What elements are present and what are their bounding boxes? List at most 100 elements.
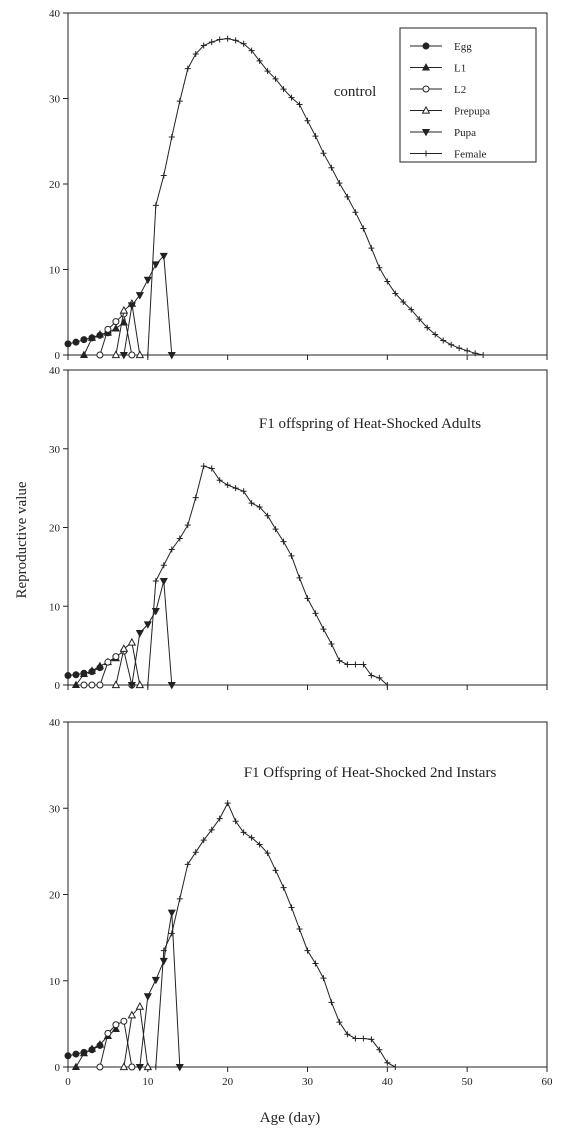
y-tick-label: 40	[49, 8, 61, 20]
data-point-female	[384, 682, 391, 688]
data-point-pupa	[119, 351, 128, 360]
data-point-l1	[87, 333, 97, 341]
data-point-female	[264, 850, 271, 857]
legend-entry-pupa: Pupa	[410, 127, 476, 139]
data-point-female	[320, 150, 327, 157]
data-point-female	[200, 42, 207, 49]
x-tick-label: 10	[142, 1076, 154, 1088]
data-point-female	[160, 562, 167, 569]
panel-title: control	[334, 84, 377, 100]
data-point-pupa	[143, 993, 152, 1001]
data-point-female	[280, 538, 287, 545]
data-point-female	[264, 512, 271, 519]
data-point-l2	[88, 681, 96, 689]
y-tick-label: 10	[49, 601, 61, 613]
y-tick-label: 30	[49, 444, 61, 456]
y-tick-label: 40	[49, 365, 61, 377]
legend-entry-female: Female	[410, 149, 486, 161]
data-point-female	[480, 352, 487, 358]
data-point-female	[328, 999, 335, 1006]
data-point-female	[296, 101, 303, 108]
data-point-female	[296, 574, 303, 581]
data-point-prepupa	[127, 1010, 137, 1019]
y-tick-label: 10	[49, 265, 61, 277]
data-point-female	[368, 672, 375, 679]
data-point-female	[240, 40, 247, 47]
data-point-l1	[71, 680, 81, 688]
data-point-female	[208, 39, 215, 46]
data-point-l2	[112, 1021, 120, 1029]
data-point-egg	[72, 671, 80, 679]
data-point-l2	[112, 318, 120, 326]
data-point-l2	[96, 1063, 104, 1071]
data-point-female	[352, 1035, 359, 1042]
data-point-female	[280, 884, 287, 891]
data-point-female	[184, 65, 191, 72]
legend-frame	[399, 27, 537, 163]
data-point-female	[416, 316, 423, 323]
data-point-female	[336, 180, 343, 187]
data-point-female	[144, 682, 151, 688]
data-point-female	[376, 264, 383, 271]
data-point-female	[424, 324, 431, 331]
legend-label: L1	[454, 63, 466, 75]
data-point-female	[304, 595, 311, 602]
data-point-female	[216, 815, 223, 822]
data-point-pupa	[175, 1064, 184, 1072]
data-point-female	[288, 904, 295, 911]
data-point-female	[248, 47, 255, 54]
data-point-female	[328, 164, 335, 171]
x-tick-label: 0	[65, 1076, 71, 1088]
data-point-l2	[128, 351, 136, 359]
legend-label: Pupa	[454, 127, 476, 139]
data-point-pupa	[127, 302, 136, 310]
data-point-female	[456, 345, 463, 352]
data-point-pupa	[159, 957, 168, 966]
x-tick-label: 20	[222, 1076, 234, 1088]
series-pupa	[127, 578, 176, 690]
data-point-female	[352, 661, 359, 668]
data-point-female	[336, 657, 343, 664]
data-point-female	[184, 861, 191, 868]
data-point-prepupa	[135, 1001, 145, 1010]
data-point-prepupa	[135, 350, 145, 359]
x-tick-label: 50	[462, 1076, 474, 1088]
data-point-egg	[72, 338, 80, 346]
data-point-female	[448, 341, 455, 348]
data-point-pupa	[167, 682, 176, 690]
legend-label: Prepupa	[454, 106, 490, 118]
data-point-prepupa	[143, 1062, 153, 1071]
data-point-pupa	[167, 351, 176, 360]
data-point-female	[423, 150, 429, 157]
data-point-pupa	[143, 621, 152, 629]
series-l1	[71, 1024, 120, 1070]
data-point-female	[168, 546, 175, 553]
data-point-pupa	[135, 1064, 144, 1072]
data-point-pupa	[159, 252, 168, 261]
series-female	[152, 800, 399, 1070]
data-point-female	[352, 209, 359, 216]
series-pupa	[135, 909, 184, 1072]
data-point-female	[176, 98, 183, 105]
data-point-female	[272, 75, 279, 82]
legend-label: Egg	[454, 41, 472, 53]
y-tick-label: 20	[49, 179, 61, 191]
y-tick-label: 30	[49, 803, 61, 815]
data-point-prepupa	[135, 680, 145, 689]
data-point-female	[240, 488, 247, 495]
data-point-l2	[104, 325, 112, 333]
y-tick-label: 20	[49, 890, 61, 902]
x-tick-label: 30	[302, 1076, 314, 1088]
data-point-female	[152, 1064, 159, 1070]
y-tick-label: 0	[55, 1062, 61, 1074]
data-point-pupa	[143, 276, 152, 285]
data-point-female	[192, 494, 199, 501]
data-point-female	[272, 526, 279, 533]
data-point-female	[152, 578, 159, 585]
data-point-female	[392, 290, 399, 297]
data-point-female	[360, 1035, 367, 1042]
data-point-female	[248, 834, 255, 841]
data-point-l1	[95, 1040, 105, 1048]
data-point-female	[216, 477, 223, 484]
